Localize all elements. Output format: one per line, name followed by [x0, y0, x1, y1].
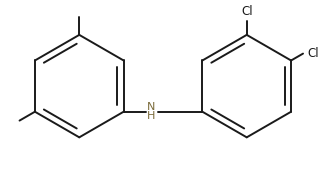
Text: Cl: Cl [307, 47, 319, 60]
Text: Cl: Cl [241, 5, 253, 18]
Text: N
H: N H [147, 102, 156, 121]
